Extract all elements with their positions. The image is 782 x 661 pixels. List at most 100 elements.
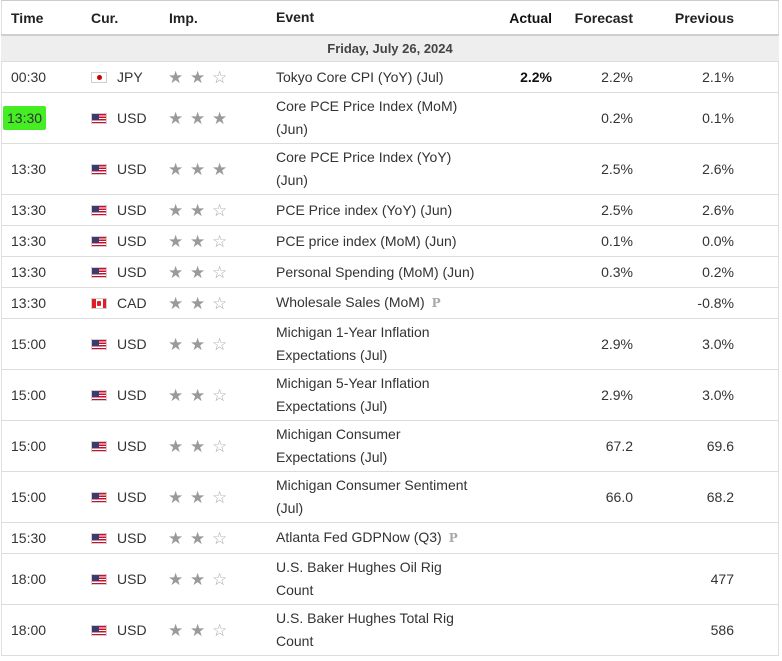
header-importance[interactable]: Imp. (169, 9, 198, 26)
event-name-line1[interactable]: Core PCE Price Index (YoY) (276, 149, 452, 165)
event-name-line1[interactable]: Michigan Consumer (276, 426, 401, 442)
event-name[interactable]: Michigan 1-Year Inflation Expectations (J… (276, 321, 430, 367)
event-name-line1[interactable]: Core PCE Price Index (MoM) (276, 98, 458, 114)
event-name-line1[interactable]: Personal Spending (MoM) (Jun) (276, 263, 475, 280)
us-flag-icon (91, 624, 107, 636)
event-name-line2[interactable]: Expectations (Jul) (276, 449, 388, 465)
event-name[interactable]: PCE price index (MoM) (Jun) (276, 230, 457, 253)
event-row[interactable]: 13:30 USD ★ ★ ☆ PCE price index (MoM) (Jun) 0.… (1, 226, 779, 257)
event-name-cell[interactable]: Michigan 5-Year Inflation Expectations (J… (276, 370, 491, 420)
event-name[interactable]: Core PCE Price Index (YoY) (Jun) (276, 146, 451, 192)
event-row[interactable]: 13:30 CAD ★ ★ ☆ Wholesale Sales (MoM) P -0.8% (1, 288, 779, 319)
event-name[interactable]: Tokyo Core CPI (YoY) (Jul) (276, 66, 444, 89)
star-filled-icon: ★ (168, 159, 184, 179)
event-forecast (561, 554, 633, 604)
event-row[interactable]: 15:00 USD ★ ★ ☆ Michigan Consumer Expectations… (1, 421, 779, 472)
event-name-cell[interactable]: PCE Price index (YoY) (Jun) (276, 195, 491, 225)
event-time: 18:00 (11, 622, 47, 638)
event-name-cell[interactable]: Core PCE Price Index (MoM) (Jun) (276, 93, 491, 143)
header-previous[interactable]: Previous (674, 9, 734, 26)
event-name[interactable]: Personal Spending (MoM) (Jun) (276, 261, 474, 284)
event-name-cell[interactable]: Wholesale Sales (MoM) P (276, 288, 491, 318)
event-row[interactable]: 13:30 USD ★ ★ ☆ Personal Spending (MoM) (Jun)… (1, 257, 779, 288)
event-time: 00:30 (11, 69, 47, 85)
star-empty-icon: ☆ (212, 200, 228, 220)
event-name-cell[interactable]: PCE price index (MoM) (Jun) (276, 226, 491, 256)
event-time: 15:00 (11, 336, 47, 352)
event-time: 15:00 (11, 438, 47, 454)
event-name-line1[interactable]: Michigan 5-Year Inflation (276, 375, 430, 391)
event-name-line1[interactable]: Michigan Consumer Sentiment (276, 477, 468, 493)
event-name-line1[interactable]: U.S. Baker Hughes Oil Rig (276, 559, 442, 575)
event-name-cell[interactable]: Personal Spending (MoM) (Jun) (276, 257, 491, 287)
event-row[interactable]: 13:30 USD ★ ★ ★ Core PCE Price Index (YoY) (Ju… (1, 144, 779, 195)
event-name-line1[interactable]: Tokyo Core CPI (YoY) (Jul) (276, 68, 444, 85)
header-time[interactable]: Time (11, 9, 44, 26)
event-row[interactable]: 18:00 USD ★ ★ ☆ U.S. Baker Hughes Oil Rig Coun… (1, 554, 779, 605)
event-name-line2[interactable]: Count (276, 633, 314, 649)
star-filled-icon: ★ (212, 108, 228, 128)
header-event[interactable]: Event (276, 9, 315, 25)
header-actual[interactable]: Actual (509, 9, 552, 26)
event-previous: 2.6% (702, 202, 734, 218)
event-time-cell: 15:00 (11, 370, 71, 420)
event-name-cell[interactable]: U.S. Baker Hughes Oil Rig Count (276, 554, 491, 604)
star-filled-icon: ★ (190, 334, 206, 354)
event-name[interactable]: Michigan 5-Year Inflation Expectations (J… (276, 372, 430, 418)
event-name-line2[interactable]: (Jun) (276, 172, 308, 188)
header-currency[interactable]: Cur. (91, 9, 119, 26)
event-name-cell[interactable]: Core PCE Price Index (YoY) (Jun) (276, 144, 491, 194)
event-row[interactable]: 13:30 USD ★ ★ ★ Core PCE Price Index (MoM) (Ju… (1, 93, 779, 144)
event-name-line2[interactable]: Expectations (Jul) (276, 398, 388, 414)
event-name-line1[interactable]: PCE price index (MoM) (Jun) (276, 232, 457, 249)
event-name-line2[interactable]: (Jun) (276, 121, 308, 137)
event-row[interactable]: 18:00 USD ★ ★ ☆ U.S. Baker Hughes Total Rig Co… (1, 605, 779, 656)
event-name-cell[interactable]: Atlanta Fed GDPNow (Q3) P (276, 523, 491, 553)
event-row[interactable]: 00:30 JPY ★ ★ ☆ Tokyo Core CPI (YoY) (Jul) 2.2… (1, 62, 779, 93)
us-flag-icon (91, 532, 107, 544)
event-name-cell[interactable]: Michigan 1-Year Inflation Expectations (J… (276, 319, 491, 369)
event-name[interactable]: Michigan Consumer Expectations (Jul) (276, 423, 401, 469)
event-actual (496, 319, 552, 369)
event-importance: ★ ★ ☆ (168, 605, 248, 655)
event-name-line1[interactable]: PCE Price index (YoY) (Jun) (276, 201, 453, 218)
star-filled-icon: ★ (168, 200, 184, 220)
star-filled-icon: ★ (190, 385, 206, 405)
star-filled-icon: ★ (168, 385, 184, 405)
date-label: Friday, July 26, 2024 (327, 41, 453, 56)
event-name[interactable]: Michigan Consumer Sentiment (Jul) (276, 474, 467, 520)
event-name-line1[interactable]: U.S. Baker Hughes Total Rig (276, 610, 454, 626)
event-name[interactable]: Wholesale Sales (MoM) P (276, 291, 441, 315)
star-empty-icon: ☆ (212, 67, 228, 87)
event-time-cell: 13:30 (11, 195, 71, 225)
event-name[interactable]: PCE Price index (YoY) (Jun) (276, 199, 452, 222)
event-time-cell: 13:30 (11, 257, 71, 287)
event-row[interactable]: 15:00 USD ★ ★ ☆ Michigan Consumer Sentiment (J… (1, 472, 779, 523)
event-name-cell[interactable]: Tokyo Core CPI (YoY) (Jul) (276, 62, 491, 92)
event-currency: USD (117, 489, 147, 505)
event-name[interactable]: U.S. Baker Hughes Oil Rig Count (276, 556, 442, 602)
event-name-cell[interactable]: Michigan Consumer Sentiment (Jul) (276, 472, 491, 522)
event-row[interactable]: 15:00 USD ★ ★ ☆ Michigan 5-Year Inflation Expe… (1, 370, 779, 421)
event-row[interactable]: 13:30 USD ★ ★ ☆ PCE Price index (YoY) (Jun) 2.… (1, 195, 779, 226)
event-name-line1[interactable]: Atlanta Fed GDPNow (Q3) (276, 529, 442, 545)
star-empty-icon: ☆ (212, 293, 228, 313)
event-name[interactable]: Core PCE Price Index (MoM) (Jun) (276, 95, 457, 141)
event-name-line1[interactable]: Michigan 1-Year Inflation (276, 324, 430, 340)
event-time-cell: 15:30 (11, 523, 71, 553)
event-forecast: 2.9% (601, 336, 633, 352)
event-time-cell: 15:00 (11, 472, 71, 522)
event-name-line2[interactable]: (Jul) (276, 500, 304, 516)
event-actual (496, 226, 552, 256)
event-name-cell[interactable]: Michigan Consumer Expectations (Jul) (276, 421, 491, 471)
event-name-line2[interactable]: Count (276, 582, 314, 598)
event-row[interactable]: 15:00 USD ★ ★ ☆ Michigan 1-Year Inflation Expe… (1, 319, 779, 370)
event-row[interactable]: 15:30 USD ★ ★ ☆ Atlanta Fed GDPNow (Q3) P (1, 523, 779, 554)
event-name-cell[interactable]: U.S. Baker Hughes Total Rig Count (276, 605, 491, 655)
header-forecast[interactable]: Forecast (574, 9, 633, 26)
event-name[interactable]: Atlanta Fed GDPNow (Q3) P (276, 526, 458, 550)
event-name[interactable]: U.S. Baker Hughes Total Rig Count (276, 607, 454, 653)
event-name-line2[interactable]: Expectations (Jul) (276, 347, 388, 363)
event-name-line1[interactable]: Wholesale Sales (MoM) (276, 294, 425, 310)
